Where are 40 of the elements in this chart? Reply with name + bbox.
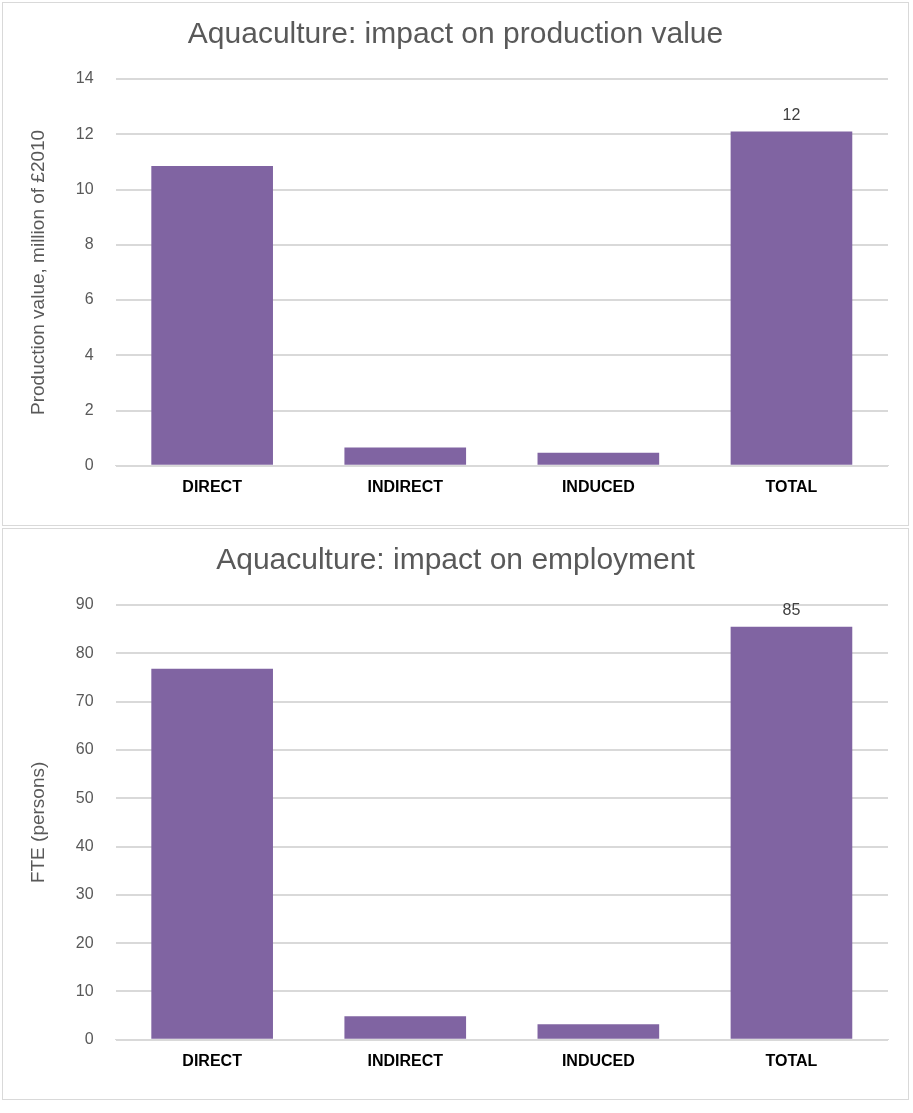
bar xyxy=(730,626,853,1039)
x-tick-label: DIRECT xyxy=(182,1051,243,1069)
y-tick-label: 50 xyxy=(75,788,94,806)
x-tick-label: TOTAL xyxy=(765,477,818,495)
x-tick-label: TOTAL xyxy=(765,1051,818,1069)
x-tick-label: DIRECT xyxy=(182,477,243,495)
bar xyxy=(151,668,273,1039)
bar xyxy=(537,1024,660,1039)
chart-title: Aquaculture: impact on production value xyxy=(187,16,724,50)
y-tick-label: 20 xyxy=(75,933,94,951)
data-label: 85 xyxy=(782,601,801,619)
bar xyxy=(151,166,273,465)
y-tick-label: 10 xyxy=(75,179,94,197)
y-tick-label: 60 xyxy=(75,740,94,758)
bar xyxy=(344,447,467,465)
y-tick-label: 12 xyxy=(75,124,94,142)
y-tick-label: 70 xyxy=(75,692,94,710)
y-tick-label: 2 xyxy=(84,400,94,418)
bar xyxy=(344,1016,467,1039)
y-tick-label: 0 xyxy=(84,456,94,474)
x-tick-label: INDUCED xyxy=(561,477,635,495)
y-axis-title: FTE (persons) xyxy=(26,761,48,884)
y-tick-label: 90 xyxy=(75,595,94,613)
y-axis-title: Production value, million of £2010 xyxy=(26,129,48,415)
y-tick-label: 6 xyxy=(84,290,94,308)
y-tick-label: 14 xyxy=(75,69,94,87)
x-tick-label: INDIRECT xyxy=(367,1051,444,1069)
y-tick-label: 8 xyxy=(84,235,94,253)
x-tick-label: INDIRECT xyxy=(367,477,444,495)
bar xyxy=(730,131,853,465)
y-tick-label: 40 xyxy=(75,836,94,854)
y-tick-label: 80 xyxy=(75,643,94,661)
chart-title: Aquaculture: impact on employment xyxy=(216,542,696,576)
y-tick-label: 4 xyxy=(84,345,94,363)
y-tick-label: 30 xyxy=(75,885,94,903)
data-label: 12 xyxy=(782,105,801,123)
x-tick-label: INDUCED xyxy=(561,1051,635,1069)
bar xyxy=(537,452,660,465)
y-tick-label: 0 xyxy=(84,1030,94,1048)
y-tick-label: 10 xyxy=(75,981,94,999)
